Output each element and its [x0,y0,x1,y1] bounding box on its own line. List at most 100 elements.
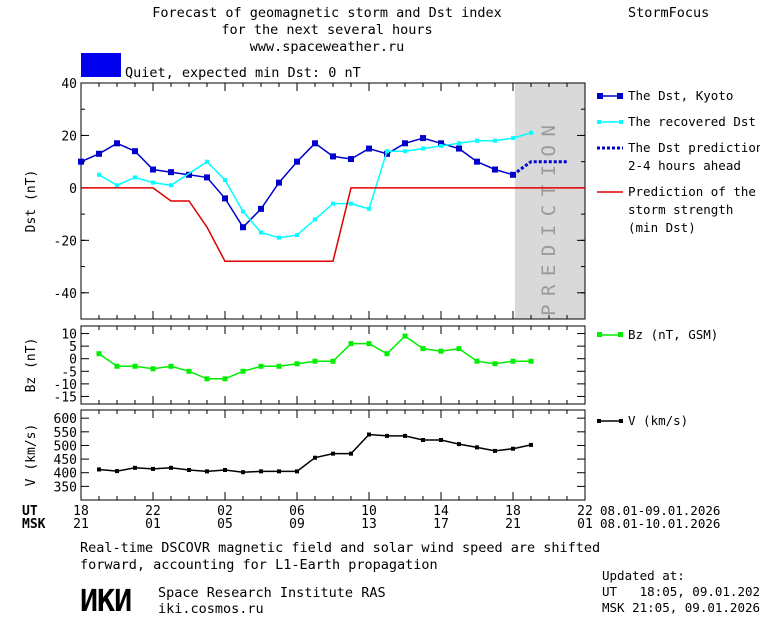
y-tick-label: 450 [54,453,77,468]
dst-panel: PREDICTION 40 20 0 -20 -40 Dst (nT) [24,77,586,320]
dst-series-1-point [115,183,119,188]
bz-series-0-point [204,376,210,382]
dst-series-1-point [331,201,335,206]
y-tick-label: 0 [69,182,77,197]
dst-series-1-point [259,230,263,235]
y-tick-label: -10 [54,378,77,393]
legend-label-bz: Bz (nT, GSM) [628,327,718,342]
y-tick-label: 500 [54,439,77,454]
bz-series-0-point [348,341,354,347]
v-series-0-point [403,433,407,438]
dst-series-1-point [403,149,407,154]
legend-label-dst: The Dst, Kyoto [628,88,733,103]
bz-series-0-point [492,361,498,367]
dst-series-0-point [456,145,462,152]
v-series-0-point [205,469,209,474]
bz-series-0-point [330,358,336,364]
bz-series-0-point [474,358,480,364]
ut-tick-label: 14 [433,504,449,519]
dst-series-0-point [492,166,498,173]
dst-series-1-point [421,146,425,151]
bz-series-0-point [312,358,318,364]
dst-series-0-point [312,140,318,147]
bz-series-0-point [456,346,462,352]
updated-label: Updated at: [602,568,685,583]
dst-axis-label: Dst (nT) [24,170,39,233]
dst-series-1-point [97,172,101,177]
dst-series-1-point [367,206,371,211]
v-series-0-point [133,465,137,470]
dst-series-1-point [529,130,533,135]
legend-marker [619,419,623,423]
dst-series-0-point [96,150,102,157]
bz-series-0-point [510,358,516,364]
dst-series-0-point [420,135,426,142]
dst-series-1-point [439,143,443,148]
dst-series-1-point [349,201,353,206]
bz-series-0-point [528,358,534,364]
v-series-0-point [475,445,479,450]
dst-series-2-line [512,160,567,177]
v-series-0-point [151,466,155,471]
v-series-0-point [97,467,101,472]
ut-tick-label: 10 [361,504,377,519]
legend-marker [617,93,623,99]
ut-tick-label: 22 [145,504,161,519]
legend-entry-bz: Bz (nT, GSM) [597,327,718,342]
title-line-3: www.spaceweather.ru [250,39,404,55]
legend-label-v: V (km/s) [628,413,688,428]
bz-axis-label: Bz (nT) [24,338,39,393]
ut-tick-label: 02 [217,504,233,519]
dst-series-0-point [348,156,354,163]
dst-series-1-point [277,235,281,240]
legend-marker [597,120,601,124]
bz-series-0-point [438,348,444,354]
dst-series-0-point [258,205,264,212]
v-series-0-point [331,451,335,456]
bz-series-0-point [294,361,300,367]
brand-name: StormFocus [628,5,709,21]
legend-entry-dst: The Dst, Kyoto [597,88,733,103]
dst-series-0-point [384,150,390,157]
institute-url: iki.cosmos.ru [158,601,264,617]
msk-tick-label: 21 [505,517,521,532]
v-series-0-point [241,470,245,475]
dst-series-0-point [330,153,336,160]
v-series-0-point [277,469,281,474]
legend-marker [597,419,601,423]
dst-series-1-point [223,178,227,183]
legend-label-recovered: The recovered Dst [628,114,756,129]
legend-marker [619,120,623,124]
plot-frame [80,325,586,405]
v-series-0-point [313,455,317,460]
note-line-2: forward, accounting for L1-Earth propaga… [80,557,438,573]
v-series-0-point [457,442,461,447]
v-series-0-point [421,438,425,442]
ut-date-range: 08.01-09.01.2026 [600,503,720,518]
legend-entry-storm: Prediction of the storm strength (min Dst) [597,184,756,235]
y-tick-label: 5 [69,340,77,355]
legend-marker [597,332,602,337]
dst-series-1-point [457,141,461,146]
bz-series-0-point [186,368,192,374]
v-series-0-point [223,468,227,472]
dst-series-1-point [205,159,209,164]
y-tick-label: 0 [69,353,77,368]
dst-series-0-point [150,166,156,173]
dst-series-1-point [169,183,173,188]
bz-series-0-point [258,363,264,369]
v-series-0-point [367,432,371,437]
dst-series-1-point [241,209,245,214]
ut-tick-label: 18 [73,504,89,519]
dst-series-1-point [295,233,299,238]
bz-series-0-point [402,333,408,339]
v-series-0-line [98,433,532,473]
v-series-0-point [385,433,389,438]
msk-tick-label: 05 [217,517,233,532]
ut-label: UT [22,504,38,519]
ut-tick-label: 18 [505,504,521,519]
legend-label-dst-prediction: The Dst prediction 2-4 hours ahead [628,140,760,173]
dst-series-1-point [151,180,155,185]
bz-series-0-point [420,346,426,352]
